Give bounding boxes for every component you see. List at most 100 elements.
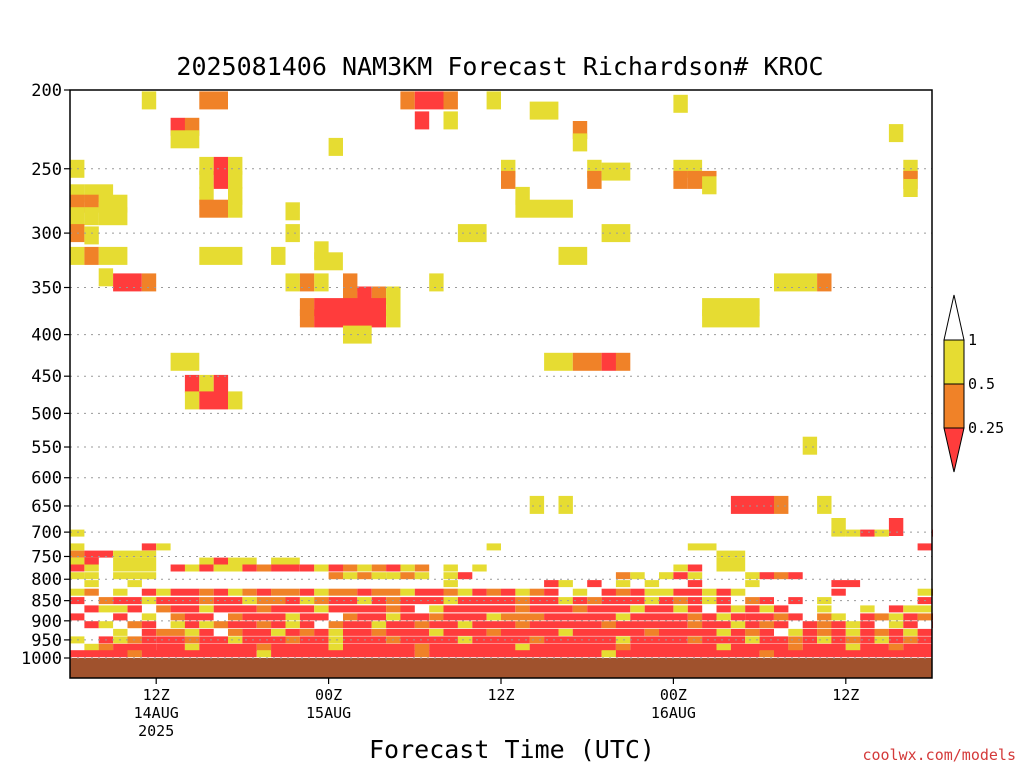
x-tick-label: 12Z [487,686,514,704]
heatmap-cell [98,605,128,613]
heatmap-cell [687,564,703,572]
heatmap-cell [817,273,832,292]
heatmap-cell [199,588,214,596]
heatmap-cell [371,628,387,636]
heatmap-cell [615,572,631,580]
heatmap-cell [98,207,128,226]
heatmap-cell [788,643,803,651]
heatmap-cell [572,133,588,152]
heatmap-cell [673,170,688,189]
legend-label: 0.25 [968,419,1004,437]
heatmap-cell [716,564,746,572]
heatmap-cell [687,613,703,621]
heatmap-cell [84,621,99,629]
heatmap-cell [831,636,846,644]
legend-swatch-0.5-1 [943,339,965,385]
heatmap-cell [702,588,717,596]
heatmap-cell [242,564,257,572]
heatmap-cell [400,588,415,596]
heatmap-cell [228,156,243,175]
heatmap-cell [70,550,85,558]
y-tick-label: 300 [31,224,62,244]
credit-link[interactable]: coolwx.com/models [862,746,1016,764]
y-tick-label: 500 [31,404,62,424]
heatmap-cell [414,643,430,651]
heatmap-cell [630,643,717,651]
heatmap-cell [888,613,904,621]
heatmap-cell [544,613,616,621]
heatmap-cell [457,224,487,243]
heatmap-cell [788,597,803,605]
heatmap-cell [328,636,343,644]
heatmap-cell [199,246,228,265]
heatmap-cell [443,91,458,110]
heatmap-cell [242,628,272,636]
heatmap-cell [429,628,444,636]
heatmap-cell [170,621,185,629]
heatmap-cell [529,495,545,514]
heatmap-cell [615,621,688,629]
heatmap-cell [774,273,818,292]
heatmap-cell [544,588,559,596]
heatmap-cell [831,588,846,596]
heatmap-cell [630,605,645,613]
heatmap-cell [271,246,286,265]
heatmap-cell [831,621,846,629]
heatmap-cell [874,628,889,636]
heatmap-cell [845,643,861,651]
heatmap-cell [515,605,530,613]
heatmap-cell [745,572,760,580]
heatmap-cell [199,170,214,189]
heatmap-cell [256,643,272,651]
heatmap-cell [84,246,99,265]
heatmap-cell [774,605,789,613]
heatmap-cell [400,636,458,644]
heatmap-cell [788,613,803,621]
y-tick-label: 750 [31,547,62,567]
heatmap-cell [888,621,904,629]
heatmap-cell [702,613,717,621]
heatmap-cell [199,391,228,410]
y-tick-label: 1000 [21,649,62,669]
heatmap-cell [515,588,530,596]
heatmap-cell [601,352,616,371]
heatmap-cell [156,628,185,636]
heatmap-cell [314,309,386,328]
heatmap-cell [70,650,128,658]
heatmap-cell [184,613,214,621]
heatmap-cell [228,557,257,565]
heatmap-cell [156,636,185,644]
heatmap-cell [343,572,358,580]
heatmap-cell [228,170,243,189]
heatmap-cell [429,273,444,292]
heatmap-cell [141,621,157,629]
heatmap-cell [587,605,631,613]
y-axis-ticks: 200 250 300 350 400 450 500 550 600 650 700 750 8008… [21,81,70,669]
heatmap-cell [730,613,746,621]
heatmap-cell [759,605,774,613]
heatmap-cell [903,605,932,613]
heatmap-cell [127,580,142,588]
heatmap-cell [443,111,458,130]
gridlines [70,168,932,659]
heatmap-cell [860,613,875,621]
heatmap-cell [343,621,372,629]
heatmap-cell [170,588,200,596]
x-tick-label: 12Z [832,686,859,704]
heatmap-cell [802,643,846,651]
heatmap-cell [170,130,200,149]
heatmap-cell [141,91,157,110]
heatmap-cell [917,628,932,636]
heatmap-cell [299,564,315,572]
heatmap-cell [443,605,516,613]
below-ground-area [70,658,932,678]
heatmap-cell [615,580,631,588]
heatmap-cell [702,176,717,195]
heatmap-cell [529,101,559,120]
heatmap-cell [759,628,774,636]
heatmap-cell [515,597,530,605]
y-tick-label: 600 [31,469,62,489]
heatmap-cell [745,621,760,629]
heatmap-cell [242,613,286,621]
heatmap-cell [386,564,401,572]
